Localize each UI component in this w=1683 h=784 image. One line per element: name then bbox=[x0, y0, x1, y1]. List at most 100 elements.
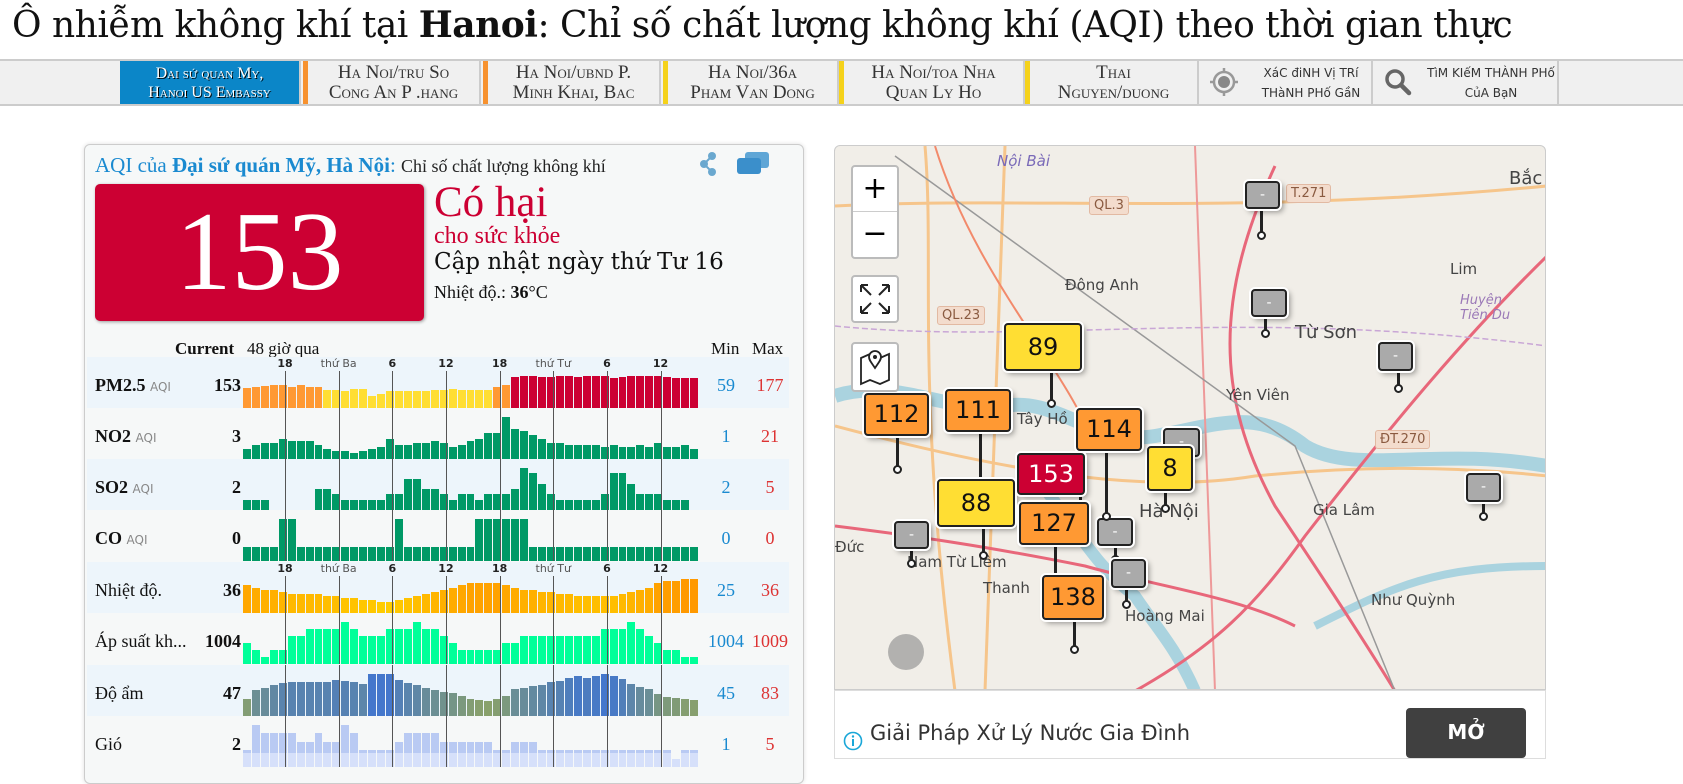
history-bars[interactable]: 18 thứ Ba 6 12 18 thứ Tư 6 12 bbox=[243, 357, 699, 408]
history-bar bbox=[332, 547, 341, 561]
history-bar bbox=[582, 376, 591, 408]
pollutant-name: PM2.5 AQI bbox=[95, 375, 171, 396]
history-bar bbox=[350, 499, 359, 510]
marker-aqi-label[interactable]: - bbox=[894, 521, 929, 549]
station-name[interactable]: Đại sứ quán Mỹ, Hà Nội bbox=[171, 153, 390, 177]
locate-nearest-button[interactable]: XáC điNH Vị TRí THàNH PHố GầN bbox=[1199, 61, 1373, 104]
marker-aqi-label[interactable]: 114 bbox=[1076, 408, 1142, 451]
history-bar bbox=[430, 689, 439, 716]
history-bar bbox=[573, 675, 582, 716]
pollutant-label: Gió bbox=[95, 734, 122, 754]
history-bar bbox=[359, 547, 368, 561]
history-bar bbox=[386, 494, 394, 510]
station-map[interactable]: Nội Bài Đông Anh Từ Sơn Lim Huyện Tiên D… bbox=[834, 145, 1546, 690]
history-bar bbox=[341, 725, 350, 767]
unit-label: AQI bbox=[132, 482, 154, 496]
history-bar bbox=[323, 681, 332, 716]
history-bar bbox=[466, 389, 475, 408]
station-tab-pham-van-dong[interactable]: Ha Noi/36a Pham Van Dong bbox=[663, 61, 839, 104]
ad-text[interactable]: Giải Pháp Xử Lý Nước Gia Đình bbox=[870, 721, 1191, 745]
marker-aqi-label[interactable]: - bbox=[1378, 342, 1413, 371]
history-bar bbox=[430, 733, 439, 767]
pollutant-name: Độ ẩm bbox=[95, 683, 144, 704]
station-tab-us-embassy[interactable]: Dai sứ quan My, Hanoi US Embassy bbox=[120, 61, 301, 104]
marker-aqi-label[interactable]: 112 bbox=[864, 393, 929, 436]
fullscreen-button[interactable] bbox=[851, 275, 899, 323]
history-bar bbox=[573, 376, 582, 408]
history-bar bbox=[448, 547, 457, 561]
history-bar bbox=[332, 390, 341, 408]
current-value: 2 bbox=[232, 477, 241, 497]
station-tab-thai-nguyen[interactable]: Thai Nguyen/duong bbox=[1025, 61, 1199, 104]
marker-aqi-label[interactable]: 89 bbox=[1004, 323, 1082, 371]
marker-aqi-label[interactable]: - bbox=[1111, 559, 1146, 588]
station-tab-ubnd-minh-khai[interactable]: Ha Noi/ubnd P. Minh Khai, Bac bbox=[483, 61, 661, 104]
history-bars[interactable] bbox=[243, 510, 699, 561]
history-bar bbox=[538, 483, 546, 510]
marker-aqi-label[interactable]: - bbox=[1245, 181, 1280, 209]
share-icon[interactable] bbox=[697, 151, 721, 177]
min-value: 2 bbox=[721, 477, 731, 497]
time-label: 12 bbox=[438, 562, 454, 575]
history-bars[interactable] bbox=[243, 613, 699, 664]
history-bars[interactable] bbox=[243, 408, 699, 459]
zoom-out-button[interactable]: − bbox=[862, 216, 888, 251]
station-tab-quan-ly-ho[interactable]: Ha Noi/toa Nha Quan Ly Ho bbox=[839, 61, 1025, 104]
marker-aqi-label[interactable]: 138 bbox=[1042, 575, 1104, 620]
history-bar bbox=[672, 758, 681, 767]
history-bar bbox=[403, 598, 412, 613]
map-layers-button[interactable] bbox=[851, 342, 899, 392]
marker-aqi-label[interactable]: 8 bbox=[1147, 446, 1193, 491]
time-label: thứ Tư bbox=[535, 357, 571, 370]
history-bar bbox=[260, 385, 269, 408]
history-bars[interactable]: 18 thứ Ba 6 12 18 thứ Tư 6 12 bbox=[243, 562, 699, 613]
history-bars[interactable] bbox=[243, 459, 699, 510]
history-bar bbox=[368, 674, 377, 716]
search-label: TìM KIếM THÀNH PHố bbox=[1427, 66, 1555, 80]
time-tick bbox=[499, 613, 501, 664]
time-label: 18 bbox=[277, 357, 293, 370]
marker-aqi-label[interactable]: - bbox=[1466, 473, 1501, 502]
history-bar bbox=[529, 435, 538, 459]
pollutant-label: SO2 bbox=[95, 477, 129, 497]
marker-aqi-label[interactable]: - bbox=[1251, 289, 1287, 317]
history-bar bbox=[287, 681, 296, 716]
history-bar bbox=[251, 499, 260, 510]
aqi-panel: AQI của Đại sứ quán Mỹ, Hà Nội: Chỉ số c… bbox=[84, 144, 804, 784]
map-label: Như Quỳnh bbox=[1371, 591, 1456, 609]
time-label: thứ Ba bbox=[320, 357, 357, 370]
marker-aqi-label[interactable]: 153 bbox=[1017, 453, 1085, 495]
marker-aqi-label[interactable]: 88 bbox=[937, 479, 1015, 527]
zoom-in-button[interactable]: + bbox=[853, 167, 897, 212]
history-bar bbox=[493, 650, 502, 664]
history-row: SO2 AQI 2 2 5 bbox=[87, 459, 789, 510]
time-tick bbox=[445, 665, 447, 716]
time-tick bbox=[392, 371, 394, 408]
history-bar bbox=[466, 494, 475, 510]
search-city-button[interactable]: TìM KIếM THÀNH PHố CủA BạN bbox=[1373, 61, 1559, 104]
history-bar bbox=[654, 643, 663, 664]
history-bar bbox=[484, 433, 493, 459]
marker-dot bbox=[1102, 512, 1111, 521]
header-subtitle: Chỉ số chất lượng không khí bbox=[401, 156, 606, 176]
history-bar bbox=[457, 445, 466, 459]
history-bar bbox=[636, 445, 645, 459]
marker-dot bbox=[1479, 512, 1488, 521]
station-tab-tru-so-cong-an[interactable]: Ha Noi/tru So Cong An P .hang bbox=[303, 61, 481, 104]
history-bar bbox=[618, 473, 627, 510]
info-icon[interactable] bbox=[843, 731, 863, 751]
history-bars[interactable] bbox=[243, 716, 699, 767]
history-bar bbox=[439, 636, 448, 664]
history-bars[interactable] bbox=[243, 665, 699, 716]
marker-aqi-label[interactable]: - bbox=[1097, 518, 1133, 546]
marker-aqi-label[interactable]: 127 bbox=[1019, 502, 1089, 545]
advertisement[interactable]: Giải Pháp Xử Lý Nước Gia Đình MỞ bbox=[834, 690, 1546, 759]
history-bar bbox=[475, 439, 484, 459]
ad-open-button[interactable]: MỞ bbox=[1406, 708, 1526, 758]
marker-pin bbox=[1125, 588, 1128, 604]
max-value: 21 bbox=[761, 426, 779, 446]
embed-widget-icon[interactable] bbox=[735, 151, 771, 177]
history-bar bbox=[278, 682, 287, 716]
marker-aqi-label[interactable]: 111 bbox=[945, 389, 1011, 432]
marker-dot bbox=[1257, 231, 1266, 240]
